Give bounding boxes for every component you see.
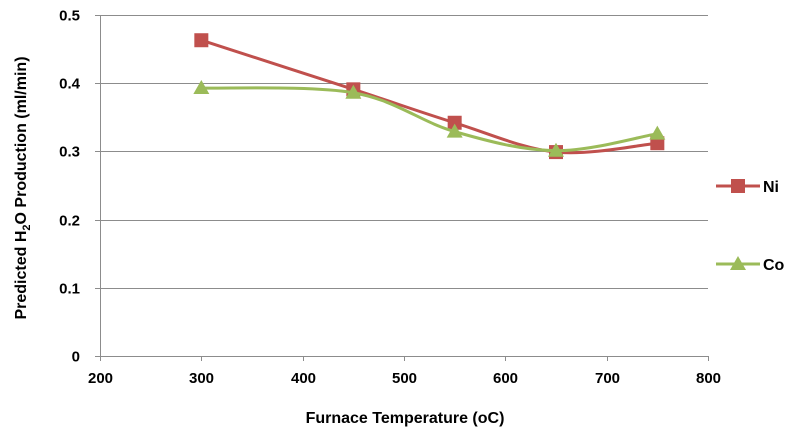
data-point-co — [193, 79, 210, 94]
data-point-ni — [447, 115, 462, 130]
x-tick-label: 500 — [392, 370, 417, 387]
legend: Ni Co — [716, 179, 785, 274]
y-tick-label: 0.4 — [59, 76, 81, 93]
legend-label-ni: Ni — [763, 179, 779, 196]
series-co — [193, 79, 666, 157]
y-axis-title-subscript: 2 — [21, 224, 33, 230]
axes — [95, 15, 709, 361]
y-axis-title-part-2: O Production (ml/min) — [13, 56, 30, 224]
data-point-co — [345, 84, 362, 99]
legend-item-ni: Ni — [716, 179, 779, 196]
x-tick-label: 400 — [291, 370, 316, 387]
x-tick-label: 700 — [595, 370, 620, 387]
x-tick-label: 600 — [493, 370, 518, 387]
data-point-co — [446, 123, 463, 138]
data-series — [193, 33, 666, 160]
x-tick-label: 800 — [696, 370, 721, 387]
x-tick-label: 300 — [189, 370, 214, 387]
data-point-ni — [650, 136, 665, 151]
legend-label-co: Co — [763, 257, 785, 274]
x-axis-title: Furnace Temperature (oC) — [306, 410, 505, 427]
data-point-co — [548, 142, 564, 157]
data-point-ni — [194, 33, 209, 48]
y-tick-label: 0 — [72, 349, 80, 366]
legend-item-co: Co — [716, 256, 785, 274]
legend-marker-co — [730, 256, 746, 270]
series-line-co — [201, 86, 658, 153]
data-point-co — [649, 125, 666, 140]
legend-marker-ni — [731, 179, 745, 193]
y-tick-label: 0.1 — [59, 281, 80, 298]
y-axis-title: Predicted H2O Production (ml/min) — [13, 56, 33, 319]
y-axis-tick-labels: 0 0.1 0.2 0.3 0.4 0.5 — [59, 8, 81, 366]
y-tick-label: 0.2 — [59, 213, 80, 230]
series-line-ni — [200, 38, 658, 155]
y-tick-label: 0.5 — [59, 8, 80, 25]
x-tick-label: 200 — [88, 370, 113, 387]
x-axis-tick-labels: 200 300 400 500 600 700 800 — [88, 370, 721, 387]
y-axis-title-part-1: Predicted H — [13, 231, 30, 320]
gridlines — [100, 15, 708, 289]
series-ni — [194, 33, 665, 160]
y-tick-label: 0.3 — [59, 144, 80, 161]
